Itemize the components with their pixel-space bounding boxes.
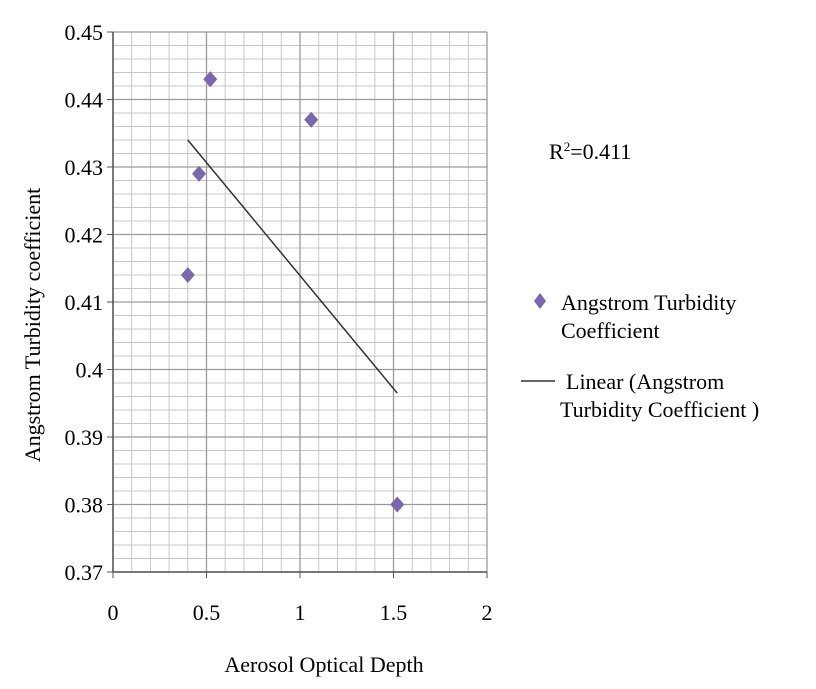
x-axis-title: Aerosol Optical Depth (224, 652, 423, 677)
data-point (304, 111, 319, 128)
r-squared-superscript: 2 (564, 139, 571, 154)
y-axis-title: Angstrom Turbidity coefficient (20, 188, 45, 463)
legend-trend-label-line1: Linear (Angstrom (566, 369, 724, 394)
legend-diamond-icon (534, 293, 546, 309)
y-tick-label: 0.38 (65, 493, 104, 518)
y-tick-label: 0.41 (65, 290, 104, 315)
y-tick-label: 0.39 (65, 425, 104, 450)
y-axis-ticks: 0.37 0.38 0.39 0.4 0.41 0.42 0.43 0.44 0.45 (65, 20, 113, 585)
x-tick-label: 1 (295, 600, 306, 625)
y-tick-label: 0.42 (65, 223, 104, 248)
x-axis-ticks: 0 0.5 1 1.5 2 (108, 572, 493, 625)
data-point (390, 496, 405, 513)
y-tick-label: 0.37 (65, 560, 104, 585)
legend-series-label-line1: Angstrom Turbidity (561, 290, 736, 315)
legend: Angstrom Turbidity Coefficient Linear (A… (521, 290, 759, 422)
x-tick-label: 0.5 (193, 600, 221, 625)
trendline (187, 139, 398, 394)
trendline-layer (187, 139, 398, 394)
y-tick-label: 0.44 (65, 88, 104, 113)
r-squared-value: =0.411 (570, 139, 631, 164)
y-tick-label: 0.45 (65, 20, 104, 45)
y-tick-label: 0.4 (76, 358, 104, 383)
data-point (203, 71, 218, 88)
data-points (180, 71, 405, 513)
r-squared-prefix: R (549, 139, 564, 164)
legend-series-label-line2: Coefficient (561, 318, 660, 343)
data-point (192, 165, 207, 182)
y-tick-label: 0.43 (65, 155, 104, 180)
data-point (180, 267, 195, 283)
legend-trend-label-line2: Turbidity Coefficient ) (560, 397, 759, 422)
major-grid (112, 31, 488, 573)
x-tick-label: 1.5 (380, 600, 408, 625)
x-tick-label: 0 (108, 600, 119, 625)
x-tick-label: 2 (482, 600, 493, 625)
r-squared-annotation: R2=0.411 (549, 139, 631, 164)
